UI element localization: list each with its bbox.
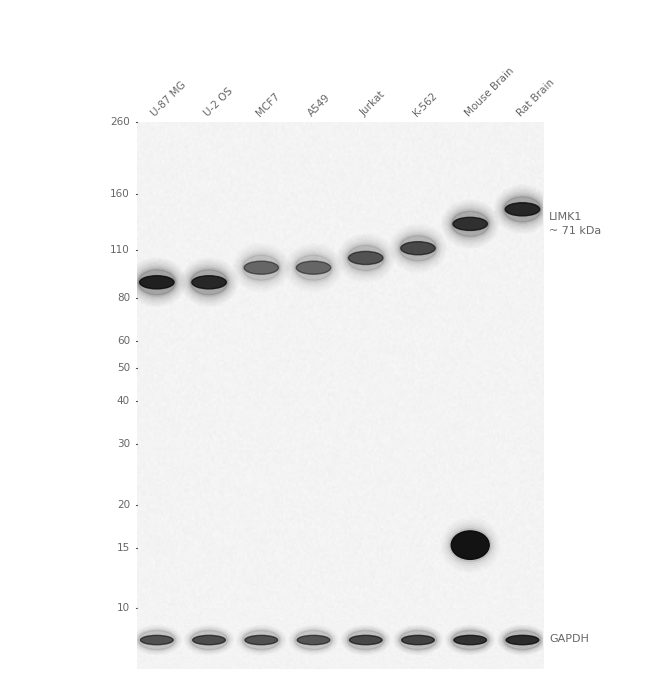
Ellipse shape: [243, 631, 280, 650]
Ellipse shape: [399, 236, 437, 261]
Text: 30: 30: [117, 439, 130, 450]
Ellipse shape: [452, 212, 489, 237]
Ellipse shape: [400, 241, 436, 255]
Ellipse shape: [348, 251, 383, 264]
Ellipse shape: [400, 631, 436, 650]
Ellipse shape: [138, 270, 176, 295]
Ellipse shape: [402, 635, 434, 645]
Text: Mouse Brain: Mouse Brain: [463, 66, 516, 118]
Ellipse shape: [347, 245, 384, 270]
Text: 80: 80: [117, 293, 130, 303]
Ellipse shape: [245, 635, 278, 645]
Text: K-562: K-562: [411, 91, 439, 118]
Ellipse shape: [506, 635, 539, 645]
Ellipse shape: [297, 635, 330, 645]
Ellipse shape: [192, 276, 226, 289]
Ellipse shape: [502, 629, 542, 650]
Text: 15: 15: [117, 543, 130, 553]
Text: A549: A549: [306, 92, 333, 118]
Text: 60: 60: [117, 336, 130, 345]
Text: Jurkat: Jurkat: [359, 90, 387, 118]
Ellipse shape: [505, 203, 540, 216]
Text: Rat Brain: Rat Brain: [515, 77, 556, 118]
Ellipse shape: [189, 268, 229, 297]
Ellipse shape: [450, 529, 491, 562]
Ellipse shape: [295, 631, 332, 650]
Text: 260: 260: [111, 117, 130, 126]
Text: 160: 160: [111, 189, 130, 199]
Ellipse shape: [504, 631, 541, 650]
Text: U-87 MG: U-87 MG: [150, 80, 188, 118]
Ellipse shape: [190, 631, 228, 650]
Ellipse shape: [349, 635, 382, 645]
Ellipse shape: [138, 631, 176, 650]
Text: 40: 40: [117, 396, 130, 406]
Ellipse shape: [347, 631, 384, 650]
Text: 110: 110: [111, 245, 130, 255]
Ellipse shape: [296, 261, 331, 274]
Text: 20: 20: [117, 500, 130, 510]
Ellipse shape: [244, 261, 279, 274]
Ellipse shape: [136, 268, 177, 297]
Text: MCF7: MCF7: [254, 91, 281, 118]
Text: 10: 10: [117, 604, 130, 613]
Ellipse shape: [140, 635, 173, 645]
Ellipse shape: [140, 276, 174, 289]
Ellipse shape: [192, 635, 226, 645]
Ellipse shape: [453, 217, 488, 231]
Text: 50: 50: [117, 363, 130, 373]
Ellipse shape: [450, 629, 490, 650]
Ellipse shape: [398, 234, 438, 262]
Ellipse shape: [502, 195, 543, 224]
Ellipse shape: [190, 270, 228, 295]
Ellipse shape: [242, 255, 280, 281]
Ellipse shape: [451, 531, 489, 559]
Ellipse shape: [452, 631, 489, 650]
Text: U-2 OS: U-2 OS: [202, 86, 235, 118]
Ellipse shape: [504, 197, 541, 222]
Ellipse shape: [454, 635, 487, 645]
Text: GAPDH: GAPDH: [549, 634, 589, 644]
Text: LIMK1
~ 71 kDa: LIMK1 ~ 71 kDa: [549, 212, 601, 236]
Ellipse shape: [450, 210, 490, 238]
Ellipse shape: [295, 255, 332, 281]
